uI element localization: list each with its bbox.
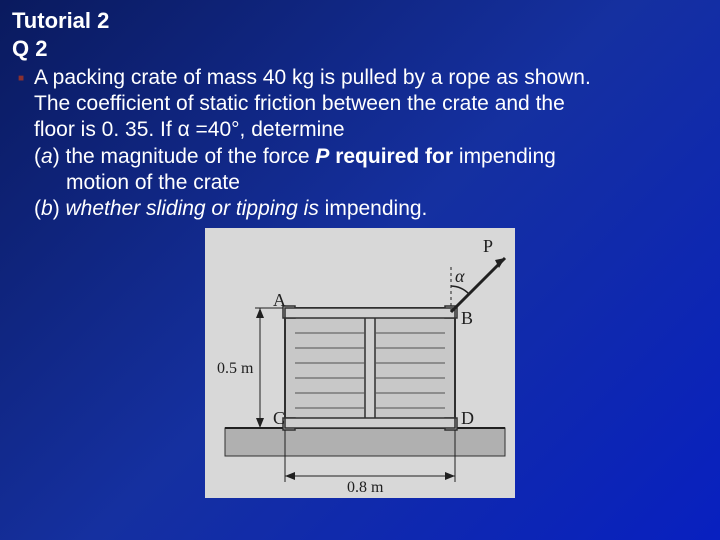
force-label: P <box>483 236 493 256</box>
height-label: 0.5 m <box>217 360 254 377</box>
text-line-5: motion of the crate <box>34 170 708 196</box>
angle-label: α <box>455 266 465 286</box>
crate-diagram: A B C D 0.5 m 0.8 m P α <box>205 228 515 498</box>
label-C: C <box>273 408 285 428</box>
text-line-6: (b) whether sliding or tipping is impend… <box>34 196 708 222</box>
label-B: B <box>461 308 473 328</box>
text-line-1: A packing crate of mass 40 kg is pulled … <box>34 65 708 91</box>
slide-content: Tutorial 2 Q 2 A packing crate of mass 4… <box>0 0 720 506</box>
label-D: D <box>461 408 474 428</box>
label-A: A <box>273 290 286 310</box>
text-line-2: The coefficient of static friction betwe… <box>34 91 708 117</box>
slide-title: Tutorial 2 <box>12 8 708 34</box>
text-line-3: floor is 0. 35. If α =40°, determine <box>34 117 708 143</box>
body-text: A packing crate of mass 40 kg is pulled … <box>12 65 708 223</box>
text-line-4: (a) the magnitude of the force P require… <box>34 144 708 170</box>
figure-container: A B C D 0.5 m 0.8 m P α <box>12 228 708 498</box>
width-label: 0.8 m <box>347 479 384 496</box>
question-label: Q 2 <box>12 36 708 62</box>
